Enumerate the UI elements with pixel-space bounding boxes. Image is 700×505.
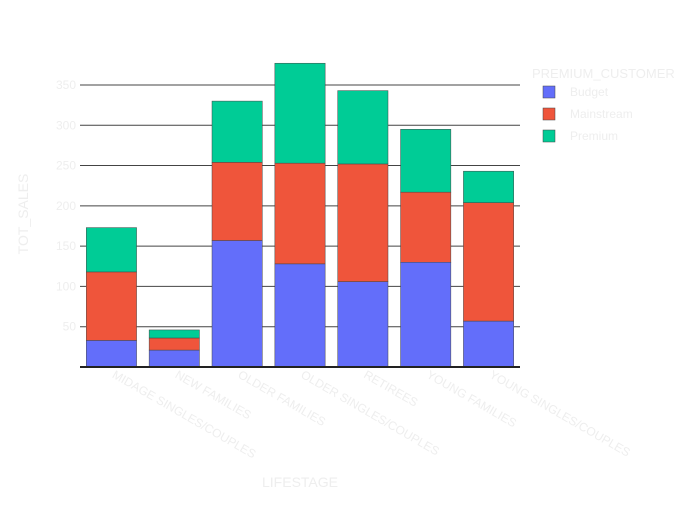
legend-label-budget[interactable]: Budget [570,85,609,99]
bar-mainstream-3[interactable] [274,162,326,265]
bar-mainstream-0[interactable] [86,271,137,341]
y-tick-label-350: 350 [56,78,76,92]
bar-premium-0[interactable] [86,227,137,273]
legend[interactable]: PREMIUM_CUSTOMER Budget Mainstream Premium [532,66,675,143]
bar-premium-1[interactable] [148,329,200,339]
bar-budget-4[interactable] [337,281,389,368]
y-tick-label-250: 250 [56,159,76,173]
bar-mainstream-4[interactable] [337,163,389,282]
bar-budget-1[interactable] [148,349,200,368]
y-tick-label-50: 50 [63,320,77,334]
bar-budget-3[interactable] [274,263,326,368]
bar-premium-4[interactable] [337,90,389,165]
bar-premium-2[interactable] [211,100,263,163]
x-tick-label-4: RETIREES [361,367,420,409]
legend-swatch-premium[interactable] [542,129,556,143]
bar-mainstream-1[interactable] [148,337,200,351]
y-tick-label-300: 300 [56,118,76,132]
bar-mainstream-5[interactable] [400,191,452,263]
y-tick-labels: 50 100 150 200 250 300 350 [56,78,76,334]
x-axis-title: LIFESTAGE [262,474,338,490]
y-tick-label-200: 200 [56,199,76,213]
bar-mainstream-2[interactable] [211,162,263,241]
bar-budget-0[interactable] [86,340,137,368]
legend-title: PREMIUM_CUSTOMER [532,66,675,81]
y-axis-title: TOT_SALES [15,174,31,255]
bar-premium-5[interactable] [400,129,452,193]
bar-mainstream-6[interactable] [463,202,514,322]
legend-label-mainstream[interactable]: Mainstream [570,107,633,121]
bars[interactable] [86,62,514,368]
legend-swatch-budget[interactable] [542,85,556,99]
bar-budget-6[interactable] [463,320,514,368]
bar-budget-5[interactable] [400,261,452,368]
bar-budget-2[interactable] [211,240,263,368]
bar-premium-3[interactable] [274,62,326,164]
y-tick-label-150: 150 [56,239,76,253]
legend-label-premium[interactable]: Premium [570,129,618,143]
bar-premium-6[interactable] [463,170,514,203]
legend-swatch-mainstream[interactable] [542,107,556,121]
y-tick-label-100: 100 [56,279,76,293]
